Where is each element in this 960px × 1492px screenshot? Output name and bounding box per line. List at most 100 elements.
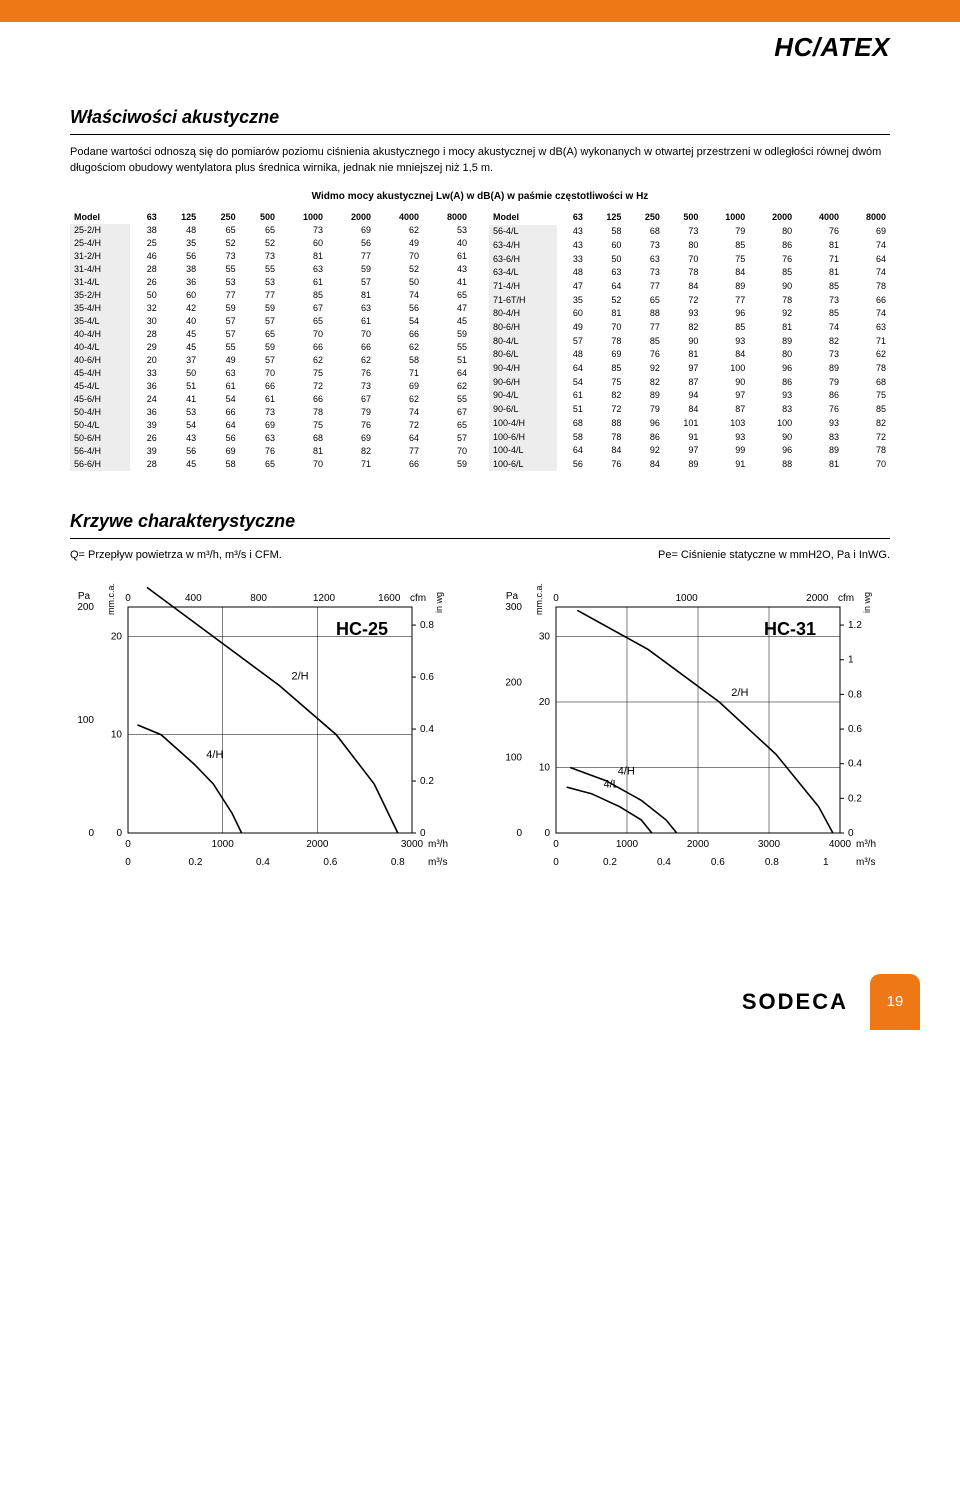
table-row: 100-4/L6484929799968978 <box>489 443 890 457</box>
svg-text:20: 20 <box>539 697 551 708</box>
table-row: 31-4/H2838555563595243 <box>70 263 471 276</box>
table-row: 63-6/H3350637075767164 <box>489 252 890 266</box>
svg-text:10: 10 <box>539 762 551 773</box>
svg-text:Pa: Pa <box>78 591 91 602</box>
table-row: 100-6/H5878869193908372 <box>489 430 890 444</box>
q-label: Q= Przepływ powietrza w m³/h, m³/s i CFM… <box>70 549 282 561</box>
table-row: 40-6/H2037495762625851 <box>70 354 471 367</box>
svg-text:0: 0 <box>420 828 426 839</box>
curves-subtitle: Q= Przepływ powietrza w m³/h, m³/s i CFM… <box>70 549 890 561</box>
table-row: 56-4/L4358687379807669 <box>489 225 890 239</box>
svg-text:400: 400 <box>185 593 202 604</box>
col-header: 2000 <box>749 210 796 225</box>
svg-text:3000: 3000 <box>758 839 781 850</box>
table-row: 63-4/L4863737884858174 <box>489 266 890 280</box>
svg-text:0: 0 <box>544 828 550 839</box>
page-number-badge: 19 <box>870 974 920 1030</box>
svg-text:1: 1 <box>823 857 829 868</box>
charts-container: 010002000300001020040080012001600cfm00.2… <box>70 579 890 924</box>
table-row: 31-4/L2636535361575041 <box>70 276 471 289</box>
col-header: 250 <box>200 210 239 224</box>
table-row: 90-6/L5172798487837685 <box>489 402 890 416</box>
col-header: 4000 <box>375 210 423 224</box>
col-header: 63 <box>130 210 161 224</box>
svg-text:0: 0 <box>125 857 131 868</box>
svg-text:4000: 4000 <box>829 839 852 850</box>
svg-text:0: 0 <box>553 857 559 868</box>
svg-text:mm.c.a.: mm.c.a. <box>534 583 544 615</box>
svg-text:2000: 2000 <box>806 593 829 604</box>
product-title: HC/ATEX <box>774 32 890 63</box>
divider <box>70 134 890 135</box>
svg-text:cfm: cfm <box>838 593 854 604</box>
svg-text:0.4: 0.4 <box>848 759 862 770</box>
svg-text:mm.c.a.: mm.c.a. <box>106 583 116 615</box>
svg-text:0.2: 0.2 <box>603 857 617 868</box>
svg-text:0: 0 <box>125 839 131 850</box>
svg-text:1000: 1000 <box>616 839 639 850</box>
svg-text:in wg: in wg <box>434 592 444 613</box>
table-row: 50-4/H3653667378797467 <box>70 406 471 419</box>
acoustic-intro: Podane wartości odnoszą się do pomiarów … <box>70 145 890 177</box>
acoustic-table-left: Model63125250500100020004000800025-2/H38… <box>70 210 471 471</box>
table-row: 56-6/H2845586570716659 <box>70 458 471 471</box>
col-header: 2000 <box>327 210 375 224</box>
table-row: 35-2/H5060777785817465 <box>70 289 471 302</box>
svg-text:1.2: 1.2 <box>848 620 862 631</box>
table-row: 25-4/H2535525260564940 <box>70 237 471 250</box>
svg-text:0: 0 <box>88 828 94 839</box>
table-row: 100-6/L5676848991888170 <box>489 457 890 471</box>
svg-text:0.4: 0.4 <box>657 857 671 868</box>
svg-text:1: 1 <box>848 655 854 666</box>
svg-text:20: 20 <box>111 631 123 642</box>
col-header: Model <box>70 210 130 224</box>
svg-text:0: 0 <box>553 593 559 604</box>
svg-text:200: 200 <box>77 602 94 613</box>
col-header: 125 <box>161 210 200 224</box>
svg-text:0.6: 0.6 <box>848 724 862 735</box>
table-row: 80-6/H4970778285817463 <box>489 320 890 334</box>
header: HC/ATEX <box>0 22 960 79</box>
svg-text:m³/h: m³/h <box>856 839 876 850</box>
svg-text:0: 0 <box>516 828 522 839</box>
pe-label: Pe= Ciśnienie statyczne w mmH2O, Pa i In… <box>658 549 890 561</box>
col-header: 63 <box>557 210 587 225</box>
sodeca-logo: SODECA <box>742 989 848 1015</box>
table-row: 35-4/L3040575765615445 <box>70 315 471 328</box>
table-row: 40-4/H2845576570706659 <box>70 328 471 341</box>
svg-text:0.6: 0.6 <box>420 672 434 683</box>
svg-text:2000: 2000 <box>306 839 329 850</box>
table-row: 90-4/L6182899497938675 <box>489 389 890 403</box>
svg-text:0.2: 0.2 <box>188 857 202 868</box>
svg-text:30: 30 <box>539 631 551 642</box>
col-header: 125 <box>587 210 626 225</box>
table-row: 56-4/H3956697681827770 <box>70 445 471 458</box>
top-accent-strip <box>0 0 960 22</box>
svg-text:0.6: 0.6 <box>711 857 725 868</box>
svg-text:100: 100 <box>505 753 522 764</box>
table-caption: Widmo mocy akustycznej Lw(A) w dB(A) w p… <box>70 191 890 202</box>
table-row: 45-6/H2441546166676255 <box>70 393 471 406</box>
svg-text:0.6: 0.6 <box>323 857 337 868</box>
col-header: Model <box>489 210 557 225</box>
table-row: 71-4/H4764778489908578 <box>489 279 890 293</box>
col-header: 4000 <box>796 210 843 225</box>
svg-text:0.4: 0.4 <box>420 724 434 735</box>
col-header: 8000 <box>423 210 471 224</box>
col-header: 1000 <box>702 210 749 225</box>
table-row: 50-6/H2643566368696457 <box>70 432 471 445</box>
table-row: 90-6/H5475828790867968 <box>489 375 890 389</box>
svg-text:0.2: 0.2 <box>420 776 434 787</box>
table-row: 100-4/H6888961011031009382 <box>489 416 890 430</box>
svg-text:0.8: 0.8 <box>420 620 434 631</box>
svg-text:0: 0 <box>848 828 854 839</box>
footer: SODECA 19 <box>0 944 960 1060</box>
svg-text:4/H: 4/H <box>206 749 223 761</box>
col-header: 250 <box>625 210 664 225</box>
col-header: 500 <box>240 210 279 224</box>
svg-text:m³/s: m³/s <box>428 857 447 868</box>
svg-text:0.8: 0.8 <box>848 689 862 700</box>
chart-hc25: 010002000300001020040080012001600cfm00.2… <box>70 579 470 924</box>
svg-text:0.4: 0.4 <box>256 857 270 868</box>
table-row: 80-4/H6081889396928574 <box>489 307 890 321</box>
